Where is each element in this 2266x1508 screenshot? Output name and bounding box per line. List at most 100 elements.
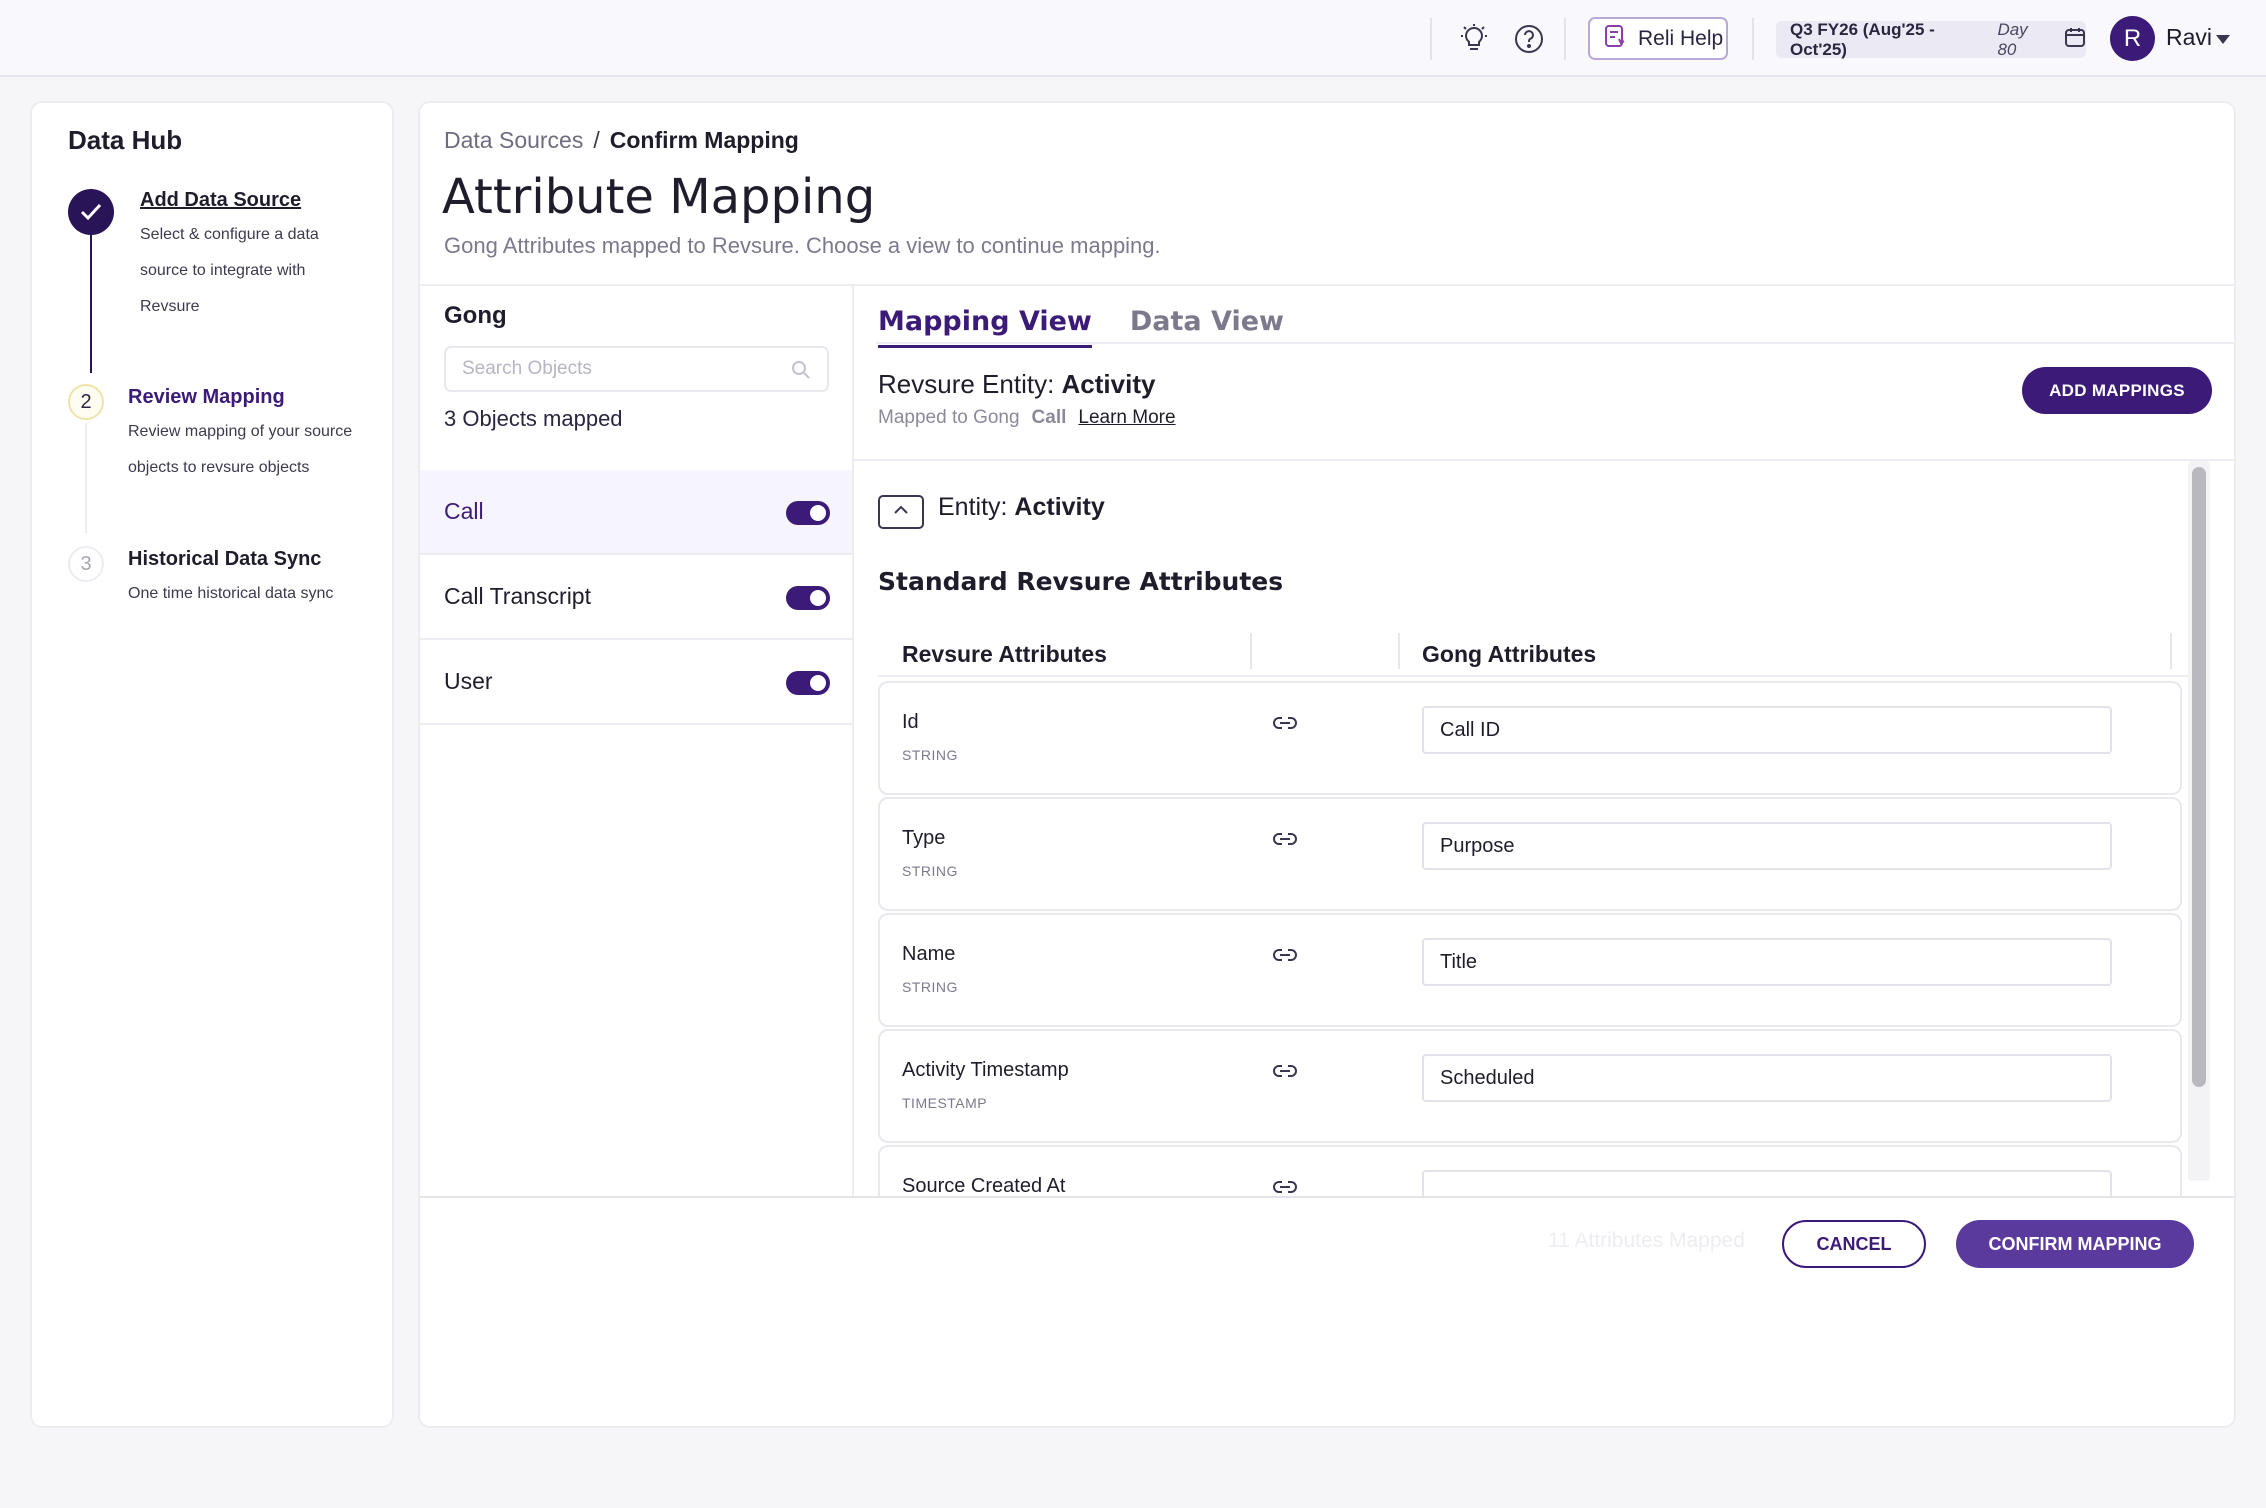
- footer-divider: [420, 1196, 2234, 1198]
- add-mappings-button[interactable]: ADD MAPPINGS: [2022, 367, 2212, 414]
- gong-attribute-field[interactable]: Title: [1422, 938, 2112, 986]
- step-2-number: 2: [68, 384, 104, 420]
- top-bar: Reli Help Q3 FY26 (Aug'25 - Oct'25) Day …: [0, 0, 2266, 77]
- main-panel: Data Sources / Confirm Mapping Attribute…: [418, 101, 2236, 1428]
- entity-section-title: Entity: Activity: [938, 493, 1105, 522]
- mapping-row: Activity Timestamp TIMESTAMP Scheduled: [878, 1029, 2182, 1143]
- period-selector[interactable]: Q3 FY26 (Aug'25 - Oct'25) Day 80: [1776, 19, 2086, 59]
- step-desc-line: Select & configure a data: [140, 226, 319, 243]
- user-name[interactable]: Ravi: [2166, 24, 2213, 50]
- revsure-attribute-type: STRING: [902, 863, 958, 879]
- object-toggle[interactable]: [786, 501, 830, 525]
- search-input[interactable]: [462, 358, 782, 380]
- mapping-table-header: Revsure Attributes Gong Attributes: [878, 627, 2188, 677]
- revsure-attribute-type: TIMESTAMP: [902, 1095, 988, 1111]
- cancel-button[interactable]: CANCEL: [1782, 1220, 1926, 1268]
- objects-column: Gong 3 Objects mapped Call Call Transcri…: [420, 286, 854, 1196]
- mapping-row: Id STRING Call ID: [878, 681, 2182, 795]
- object-row-user[interactable]: User: [420, 640, 852, 725]
- calendar-icon: [2064, 26, 2086, 53]
- entity-section-prefix: Entity:: [938, 493, 1015, 521]
- page-title: Attribute Mapping: [442, 169, 876, 225]
- object-row-call[interactable]: Call: [420, 470, 852, 555]
- standard-attributes-title: Standard Revsure Attributes: [878, 567, 1284, 596]
- step-connector: [85, 423, 87, 533]
- col-revsure-attributes: Revsure Attributes: [902, 641, 1107, 667]
- step-connector: [90, 235, 92, 373]
- revsure-attribute-name: Source Created At: [902, 1175, 1066, 1196]
- attributes-mapped-count: 11 Attributes Mapped: [1548, 1229, 1745, 1252]
- confirm-mapping-button[interactable]: CONFIRM MAPPING: [1956, 1220, 2194, 1268]
- gong-attribute-field[interactable]: Purpose: [1422, 822, 2112, 870]
- learn-more-link[interactable]: Learn More: [1078, 407, 1176, 428]
- reli-help-button[interactable]: Reli Help: [1588, 17, 1728, 60]
- revsure-attribute-type: STRING: [902, 747, 958, 763]
- step-1-title[interactable]: Add Data Source: [140, 189, 302, 211]
- topbar-divider: [1752, 18, 1754, 60]
- tab-data-view[interactable]: Data View: [1129, 306, 1284, 337]
- mapped-to-label: Mapped to Gong: [878, 407, 1020, 428]
- link-icon: [1272, 1179, 1298, 1196]
- topbar-divider: [1430, 18, 1432, 60]
- step-desc-line: source to integrate with: [140, 262, 306, 279]
- scrollbar[interactable]: [2188, 461, 2210, 1181]
- object-toggle[interactable]: [786, 671, 830, 695]
- object-label: Call Transcript: [444, 583, 591, 609]
- step-desc-line: Revsure: [140, 298, 200, 315]
- help-circle-icon[interactable]: [1512, 22, 1546, 56]
- avatar[interactable]: R: [2110, 16, 2155, 61]
- revsure-attribute-name: Activity Timestamp: [902, 1059, 1069, 1081]
- revsure-attribute-type: STRING: [902, 979, 958, 995]
- collapse-entity-button[interactable]: [878, 495, 924, 529]
- breadcrumb-data-sources[interactable]: Data Sources: [444, 127, 584, 153]
- step-3-description: One time historical data sync: [128, 576, 333, 612]
- gong-attribute-field[interactable]: Scheduled: [1422, 1054, 2112, 1102]
- gong-attribute-field[interactable]: [1422, 1170, 2112, 1196]
- step-desc-line: Review mapping of your source: [128, 423, 353, 440]
- object-row-call-transcript[interactable]: Call Transcript: [420, 555, 852, 640]
- mapped-object: Call: [1031, 407, 1067, 428]
- reli-help-icon: [1604, 24, 1626, 54]
- source-name: Gong: [444, 302, 507, 329]
- mapping-row: Name STRING Title: [878, 913, 2182, 1027]
- column-divider: [1398, 633, 1400, 669]
- object-label: Call: [444, 498, 484, 524]
- scrollbar-thumb[interactable]: [2192, 467, 2206, 1087]
- period-label: Q3 FY26 (Aug'25 - Oct'25): [1790, 19, 1935, 59]
- reli-help-label: Reli Help: [1638, 26, 1724, 50]
- step-1-check-icon: [68, 189, 114, 235]
- caret-down-icon[interactable]: [2216, 35, 2230, 44]
- step-desc-line: objects to revsure objects: [128, 459, 310, 476]
- step-2-title[interactable]: Review Mapping: [128, 386, 285, 408]
- step-3-title[interactable]: Historical Data Sync: [128, 548, 322, 570]
- search-objects-field[interactable]: [444, 346, 829, 392]
- tabs-divider: [876, 342, 2234, 344]
- data-hub-sidebar: Data Hub Add Data Source Select & config…: [30, 101, 394, 1428]
- revsure-attribute-name: Type: [902, 827, 946, 849]
- revsure-attribute-name: Name: [902, 943, 956, 965]
- step-3-number: 3: [68, 546, 104, 582]
- step-2-description: Review mapping of your source objects to…: [128, 414, 352, 486]
- object-toggle[interactable]: [786, 586, 830, 610]
- bulb-icon[interactable]: [1457, 22, 1491, 56]
- column-divider: [1250, 633, 1252, 669]
- column-divider: [2170, 633, 2172, 669]
- link-icon: [1272, 715, 1298, 736]
- divider: [854, 459, 2234, 461]
- objects-count: 3 Objects mapped: [444, 406, 623, 431]
- mapping-scroll-area: Entity: Activity Standard Revsure Attrib…: [856, 461, 2234, 1196]
- breadcrumb-separator: /: [593, 127, 600, 153]
- object-label: User: [444, 668, 493, 694]
- divider: [420, 284, 2234, 286]
- page-subtitle: Gong Attributes mapped to Revsure. Choos…: [444, 233, 1161, 258]
- step-desc-line: One time historical data sync: [128, 585, 334, 602]
- gong-attribute-field[interactable]: Call ID: [1422, 706, 2112, 754]
- search-icon: [791, 360, 811, 385]
- entity-prefix: Revsure Entity:: [878, 369, 1062, 399]
- revsure-entity-heading: Revsure Entity: Activity: [878, 369, 1155, 400]
- link-icon: [1272, 831, 1298, 852]
- tab-mapping-view[interactable]: Mapping View: [878, 306, 1092, 348]
- link-icon: [1272, 947, 1298, 968]
- entity-section-name: Activity: [1014, 493, 1105, 521]
- mapping-row: Type STRING Purpose: [878, 797, 2182, 911]
